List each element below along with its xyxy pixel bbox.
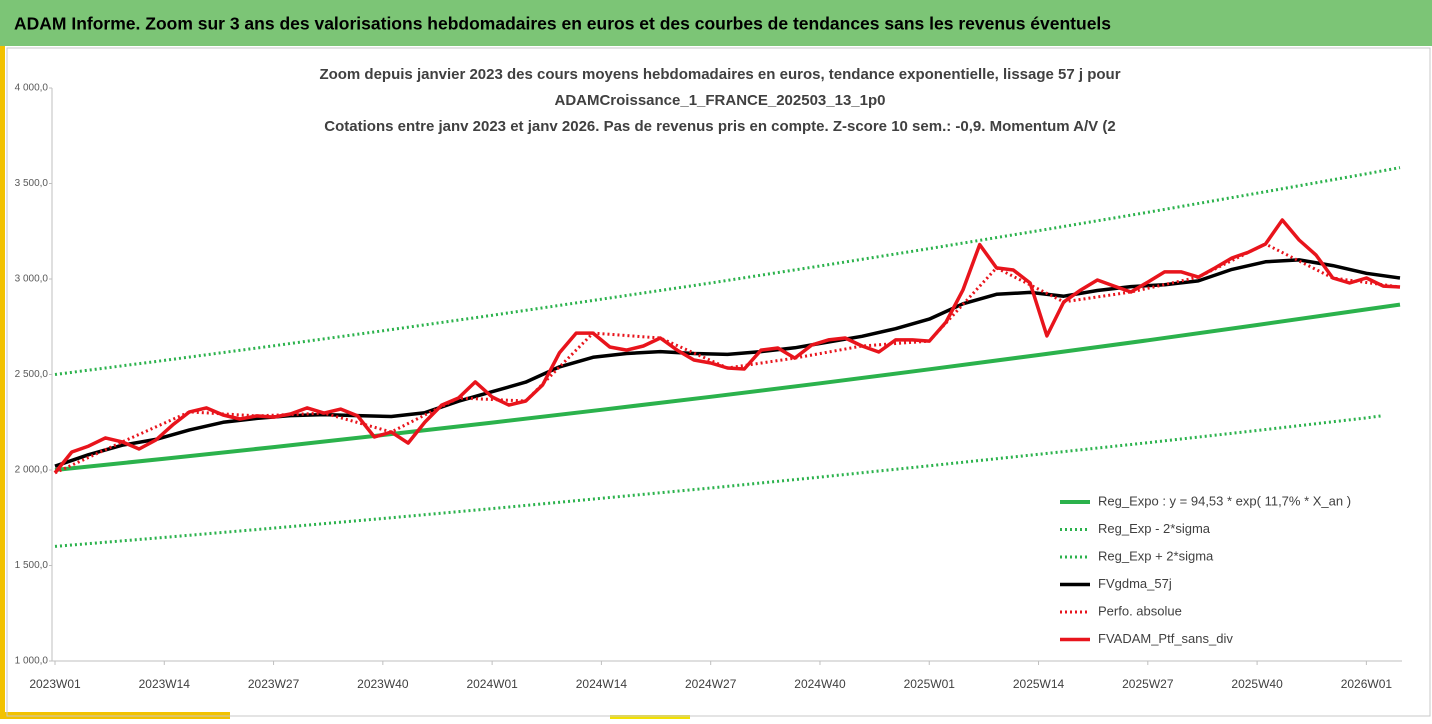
legend-label: FVADAM_Ptf_sans_div [1098,631,1233,646]
y-tick-label: 4 000,0 [15,83,49,94]
x-tick-label: 2025W14 [1013,677,1065,691]
x-tick-label: 2024W01 [466,677,518,691]
chart-frame [6,47,1431,717]
x-tick-label: 2024W14 [576,677,628,691]
legend-label: FVgdma_57j [1098,576,1172,591]
series-line [53,218,1401,474]
x-tick-label: 2025W27 [1122,677,1174,691]
header-title: ADAM Informe. Zoom sur 3 ans des valoris… [14,14,1111,34]
bottom-strip [610,715,690,719]
legend [1048,488,1392,652]
legend-label: Reg_Exp + 2*sigma [1098,548,1214,563]
y-tick-label: 1 000,0 [15,656,49,667]
x-tick-label: 2024W40 [794,677,846,691]
x-tick-label: 2024W27 [685,677,737,691]
y-tick-label: 2 000,0 [15,465,49,476]
x-tick-label: 2023W01 [29,677,81,691]
y-tick-label: 3 000,0 [15,274,49,285]
x-tick-label: 2025W01 [904,677,956,691]
series-line [54,302,1401,472]
left-strip [0,46,5,719]
y-tick-label: 1 500,0 [15,560,49,571]
chart-title: Cotations entre janv 2023 et janv 2026. … [324,118,1115,135]
y-tick-label: 3 500,0 [15,178,49,189]
header-bar [0,0,1432,46]
x-tick-label: 2023W14 [139,677,191,691]
chart-title: ADAMCroissance_1_FRANCE_202503_13_1p0 [554,92,885,109]
chart-title: Zoom depuis janvier 2023 des cours moyen… [319,66,1120,83]
y-tick-label: 2 500,0 [15,369,49,380]
legend-label: Perfo. absolue [1098,603,1182,618]
x-tick-label: 2023W27 [248,677,300,691]
x-tick-label: 2023W40 [357,677,409,691]
x-tick-label: 2025W40 [1231,677,1283,691]
legend-label: Reg_Expo : y = 94,53 * exp( 11,7% * X_an… [1098,493,1351,508]
legend-label: Reg_Exp - 2*sigma [1098,521,1211,536]
x-tick-label: 2026W01 [1341,677,1393,691]
